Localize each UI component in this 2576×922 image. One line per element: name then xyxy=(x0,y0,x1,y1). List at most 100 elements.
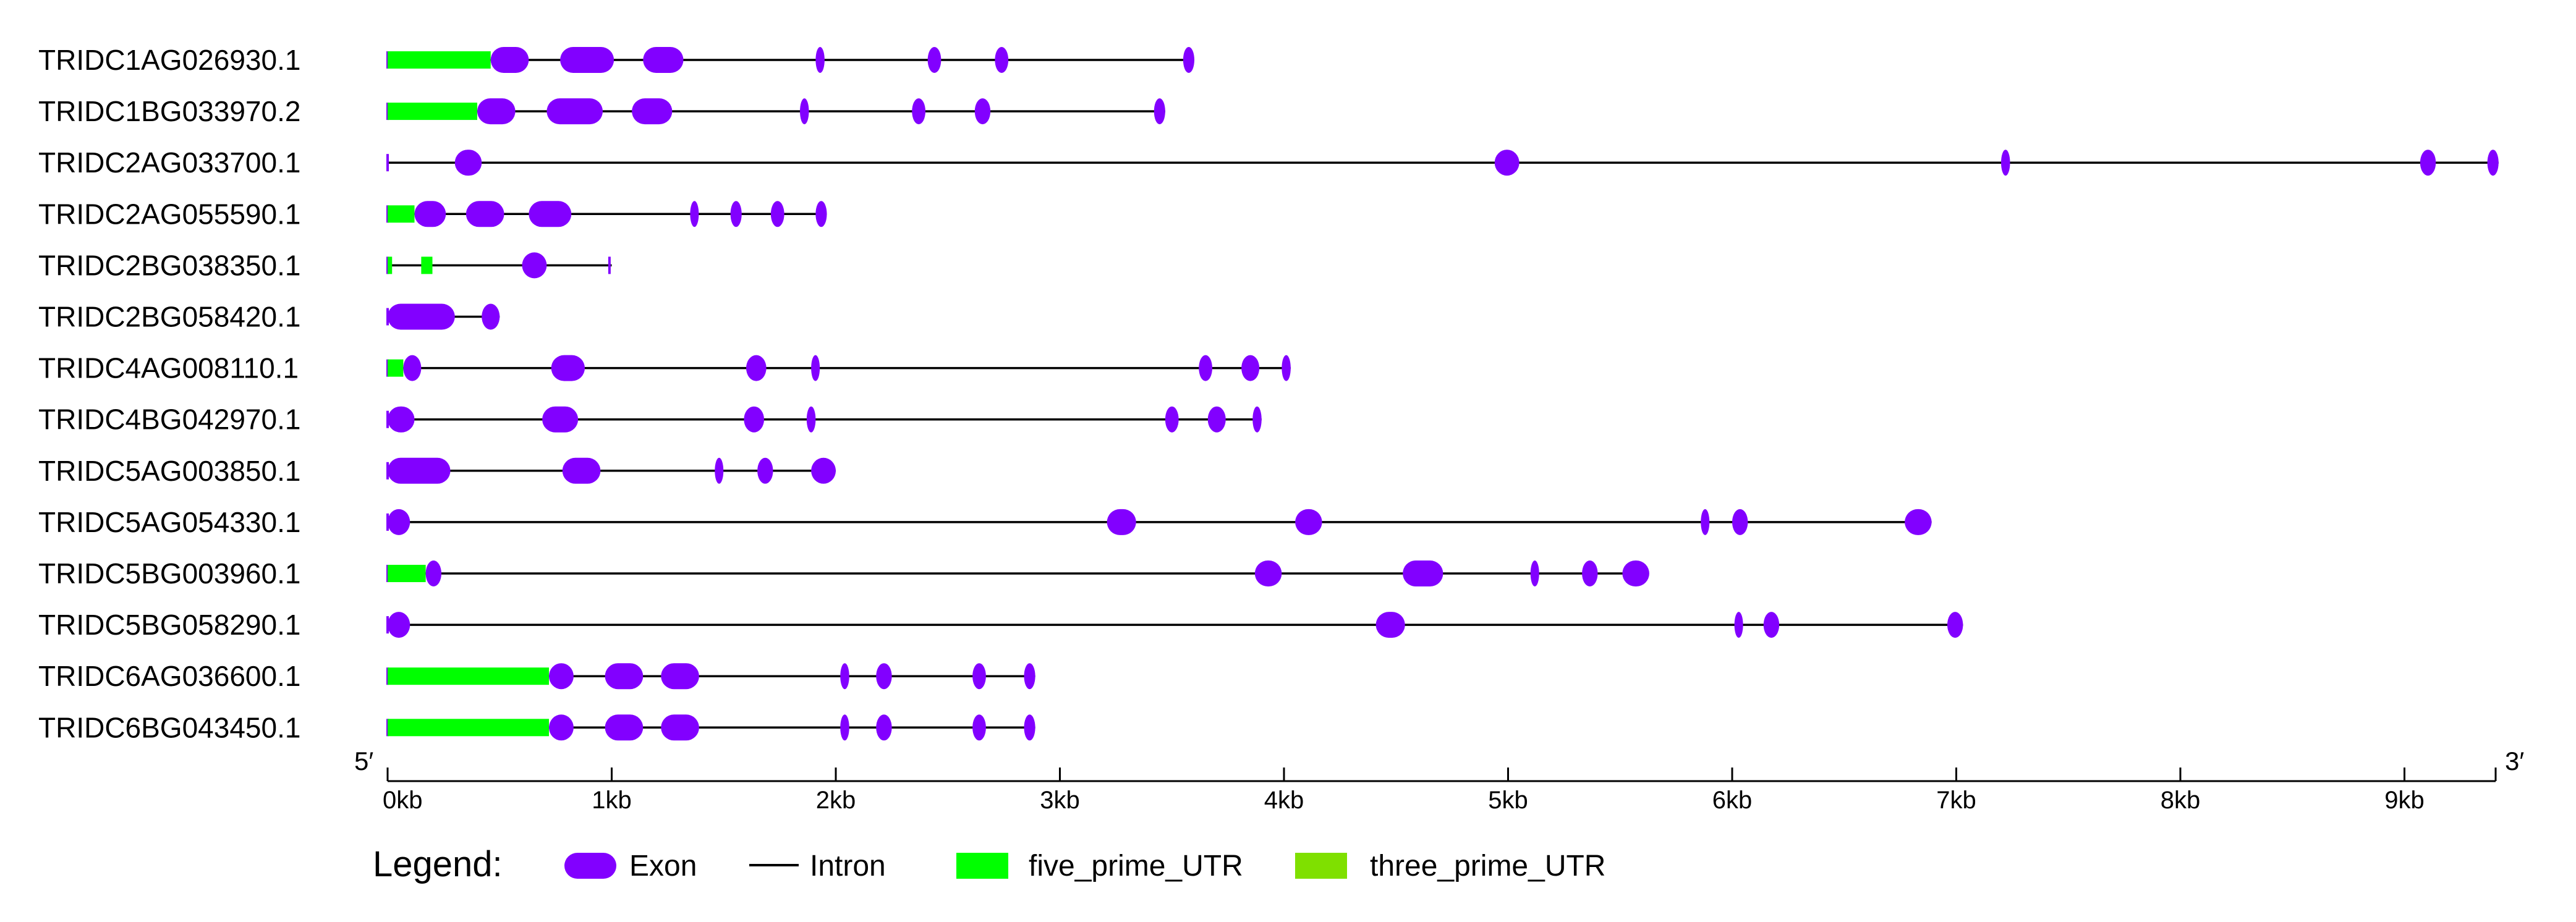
exon xyxy=(2001,150,2010,176)
exon xyxy=(560,47,614,73)
gene-track: TRIDC5AG054330.1 xyxy=(38,506,1932,538)
exon xyxy=(388,406,415,433)
exon xyxy=(661,714,699,741)
five-prime-utr xyxy=(388,103,477,121)
exon xyxy=(1732,509,1748,535)
exon xyxy=(403,355,422,381)
legend-five-prime-utr-label: five_prime_UTR xyxy=(1029,850,1243,882)
gene-track: TRIDC2AG033700.1 xyxy=(38,146,2499,179)
legend-three-prime-utr-swatch xyxy=(1295,853,1347,879)
exon xyxy=(1183,47,1194,73)
legend-title: Legend: xyxy=(373,844,503,884)
gene-track: TRIDC5BG058290.1 xyxy=(38,609,1963,641)
gene-track: TRIDC6BG043450.1 xyxy=(38,711,1035,743)
gene-id-label: TRIDC2AG055590.1 xyxy=(38,198,300,230)
exon xyxy=(1107,509,1136,535)
axis-tick-label: 4kb xyxy=(1264,787,1304,814)
exon xyxy=(1165,406,1179,433)
exon xyxy=(1734,612,1743,638)
five-prime-utr xyxy=(388,256,393,274)
exon xyxy=(800,98,809,125)
exon xyxy=(562,457,601,484)
five-prime-utr xyxy=(388,51,491,69)
exon xyxy=(414,201,446,227)
axis-tick-label: 0kb xyxy=(383,787,423,814)
exon xyxy=(811,457,836,484)
exon xyxy=(1024,714,1035,741)
axis-tick-label: 7kb xyxy=(1936,787,1976,814)
gene-track: TRIDC2AG055590.1 xyxy=(38,198,827,230)
exon xyxy=(770,201,784,227)
exon xyxy=(388,457,451,484)
exon xyxy=(490,47,529,73)
exon xyxy=(806,406,816,433)
five-prime-utr xyxy=(421,256,433,274)
gene-id-label: TRIDC5AG003850.1 xyxy=(38,455,300,487)
exon xyxy=(1207,406,1226,433)
exon xyxy=(425,560,441,586)
exon xyxy=(465,201,504,227)
gene-id-label: TRIDC6AG036600.1 xyxy=(38,660,300,692)
five-prime-utr xyxy=(388,719,549,737)
exon xyxy=(690,201,699,227)
legend-three-prime-utr-label: three_prime_UTR xyxy=(1370,850,1605,882)
legend: Legend: Exon Intron five_prime_UTR three… xyxy=(373,844,1605,884)
exon xyxy=(529,201,572,227)
exon xyxy=(388,509,410,535)
five-prime-end-label: 5′ xyxy=(354,746,373,776)
gene-track: TRIDC1AG026930.1 xyxy=(38,44,1194,76)
exon xyxy=(605,663,644,690)
exon xyxy=(1530,560,1539,586)
exon xyxy=(876,714,892,741)
exon xyxy=(605,714,644,741)
exon xyxy=(1582,560,1598,586)
legend-exon-swatch xyxy=(564,853,616,879)
exon xyxy=(730,201,742,227)
three-prime-end-label: 3′ xyxy=(2505,746,2524,776)
axis-tick-label: 6kb xyxy=(1712,787,1753,814)
exon xyxy=(972,663,986,690)
exon xyxy=(1701,509,1710,535)
exon xyxy=(1403,560,1443,586)
exon xyxy=(1905,509,1932,535)
exon xyxy=(1254,560,1282,586)
axis-tick-label: 3kb xyxy=(1040,787,1080,814)
exon xyxy=(1154,98,1165,125)
gene-track: TRIDC1BG033970.2 xyxy=(38,95,1165,127)
gene-track: TRIDC4BG042970.1 xyxy=(38,404,1262,436)
exon xyxy=(1947,612,1963,638)
exon xyxy=(1494,150,1520,176)
gene-track: TRIDC5BG003960.1 xyxy=(38,557,1649,590)
exon xyxy=(1241,355,1260,381)
gene-track: TRIDC6AG036600.1 xyxy=(38,660,1035,692)
axis-tick-label: 1kb xyxy=(592,787,632,814)
gene-id-label: TRIDC5AG054330.1 xyxy=(38,506,300,538)
exon xyxy=(454,150,482,176)
gene-id-label: TRIDC2AG033700.1 xyxy=(38,146,300,179)
exon xyxy=(815,47,825,73)
exon xyxy=(840,663,849,690)
gene-id-label: TRIDC2BG038350.1 xyxy=(38,249,300,281)
exon xyxy=(876,663,892,690)
exon xyxy=(549,714,574,741)
exon xyxy=(1282,355,1291,381)
exon xyxy=(643,47,684,73)
axis-tick-label: 9kb xyxy=(2384,787,2425,814)
exon xyxy=(811,355,820,381)
gene-id-label: TRIDC1AG026930.1 xyxy=(38,44,300,76)
exon xyxy=(388,303,455,330)
legend-five-prime-utr-swatch xyxy=(956,853,1008,879)
exon xyxy=(927,47,942,73)
exon xyxy=(1622,560,1649,586)
exon xyxy=(1252,406,1262,433)
exon xyxy=(477,98,516,125)
exon xyxy=(746,355,767,381)
exon xyxy=(522,252,547,279)
exon xyxy=(661,663,699,690)
axis-tick-label: 5kb xyxy=(1488,787,1528,814)
five-prime-utr xyxy=(388,565,426,582)
gene-id-label: TRIDC5BG003960.1 xyxy=(38,557,300,590)
gene-id-label: TRIDC4AG008110.1 xyxy=(38,352,299,384)
five-prime-utr xyxy=(388,667,549,685)
